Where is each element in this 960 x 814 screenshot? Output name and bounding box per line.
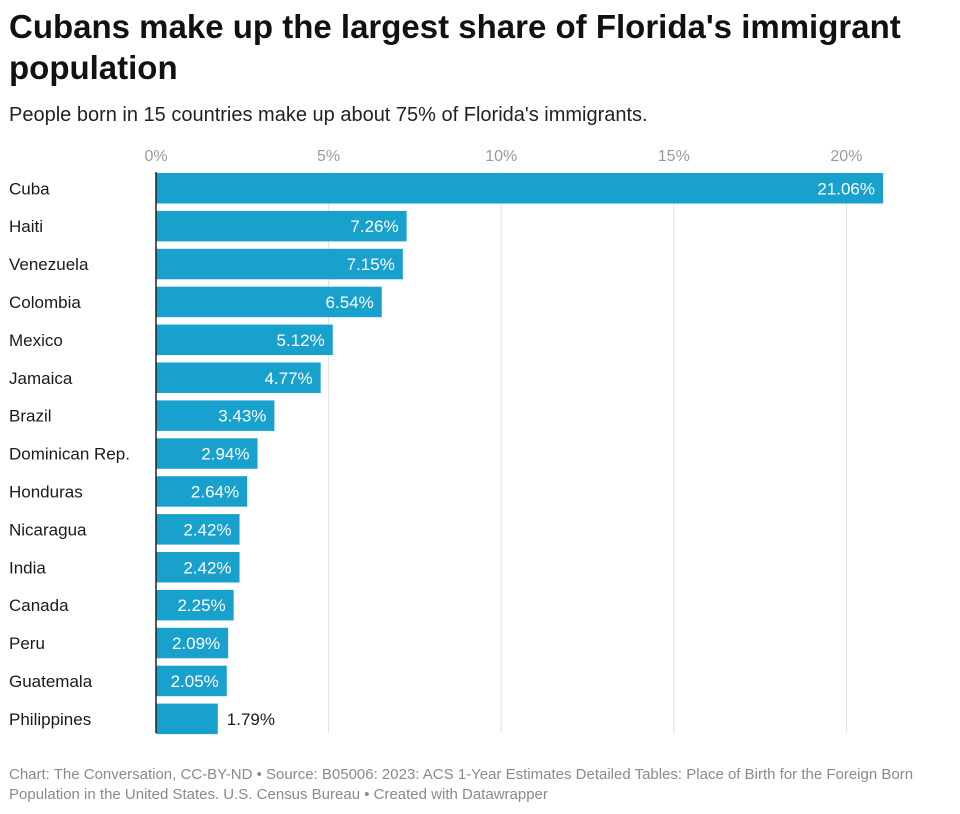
bar bbox=[156, 286, 382, 318]
value-label: 7.15% bbox=[347, 255, 395, 274]
value-label: 1.79% bbox=[227, 710, 275, 729]
category-label: Venezuela bbox=[9, 255, 89, 274]
bar bbox=[156, 476, 248, 507]
bar-chart: 0% 5% 10% 15% 20% Cuba 21.06% Haiti 7.26% Venezue… bbox=[9, 148, 883, 735]
value-label: 5.12% bbox=[277, 331, 325, 350]
value-label: 2.94% bbox=[201, 445, 249, 464]
category-label: Peru bbox=[9, 634, 45, 653]
chart-footer: Chart: The Conversation, CC-BY-ND • Sour… bbox=[9, 766, 914, 803]
category-label: Colombia bbox=[9, 293, 81, 312]
value-label: 3.43% bbox=[218, 407, 266, 426]
value-label: 7.26% bbox=[350, 217, 398, 236]
bar bbox=[156, 514, 240, 545]
category-label: Haiti bbox=[9, 217, 43, 236]
value-label: 2.64% bbox=[191, 482, 239, 501]
value-label: 2.09% bbox=[172, 634, 220, 653]
category-label: Cuba bbox=[9, 179, 50, 198]
bar bbox=[156, 589, 234, 621]
bar bbox=[156, 438, 258, 469]
category-label: Canada bbox=[9, 596, 69, 615]
bar bbox=[156, 362, 321, 393]
bar bbox=[156, 248, 403, 280]
value-label: 4.77% bbox=[264, 369, 312, 388]
category-label: Philippines bbox=[9, 710, 91, 729]
category-label: Mexico bbox=[9, 331, 63, 350]
x-tick-label: 5% bbox=[317, 148, 340, 165]
category-label: Jamaica bbox=[9, 369, 73, 388]
bar bbox=[156, 210, 407, 242]
bar bbox=[156, 627, 229, 659]
bar bbox=[156, 665, 227, 697]
value-label: 21.06% bbox=[817, 179, 875, 198]
x-tick-label: 0% bbox=[144, 148, 167, 165]
x-tick-label: 20% bbox=[830, 148, 862, 165]
category-label: Dominican Rep. bbox=[9, 445, 130, 464]
value-label: 2.05% bbox=[171, 672, 219, 691]
category-label: Brazil bbox=[9, 407, 52, 426]
value-label: 2.42% bbox=[183, 558, 231, 577]
category-label: Nicaragua bbox=[9, 520, 87, 539]
bar bbox=[156, 703, 218, 735]
bar bbox=[156, 173, 883, 204]
category-label: India bbox=[9, 558, 46, 577]
value-label: 2.25% bbox=[177, 596, 225, 615]
value-label: 6.54% bbox=[326, 293, 374, 312]
chart-subtitle: People born in 15 countries make up abou… bbox=[9, 104, 648, 126]
bar bbox=[156, 552, 240, 583]
x-tick-label: 10% bbox=[485, 148, 517, 165]
bar bbox=[156, 324, 333, 356]
x-tick-label: 15% bbox=[658, 148, 690, 165]
category-label: Guatemala bbox=[9, 672, 93, 691]
category-label: Honduras bbox=[9, 482, 83, 501]
chart-title: Cubans make up the largest share of Flor… bbox=[9, 8, 901, 86]
bar bbox=[156, 400, 275, 431]
value-label: 2.42% bbox=[183, 520, 231, 539]
